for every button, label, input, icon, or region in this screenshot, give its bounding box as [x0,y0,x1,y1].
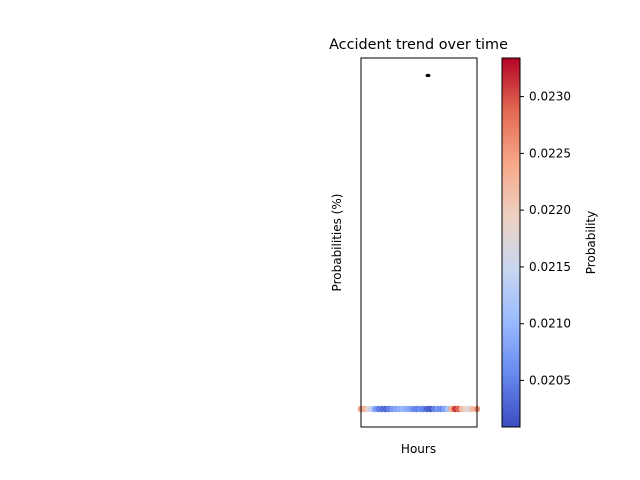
y-axis-label: Probabilities (%) [330,194,344,292]
colorbar-tick-label: 0.0205 [529,373,571,387]
x-axis-label: Hours [401,442,436,456]
scatter-points [357,405,481,413]
annotation-marker [425,73,431,78]
colorbar-tick-label: 0.0215 [529,260,571,274]
scatter-point [469,405,476,413]
plot-area [357,57,481,428]
colorbar-tick-label: 0.0210 [529,317,571,331]
plot-background [361,58,477,427]
colorbar-tick-label: 0.0230 [529,90,571,104]
colorbar-tick-label: 0.0220 [529,203,571,217]
colorbar-gradient [501,57,521,428]
annotation-point [425,73,431,78]
colorbar-label: Probability [584,211,598,274]
colorbar: 0.0205 0.0210 0.0215 0.0220 0.0225 0.0230 Pro… [501,57,598,428]
chart-title: Accident trend over time [329,37,508,53]
colorbar-ticks: 0.0205 0.0210 0.0215 0.0220 0.0225 0.0230 [520,90,571,387]
plot-frame [360,57,478,428]
colorbar-tick-label: 0.0225 [529,146,571,160]
